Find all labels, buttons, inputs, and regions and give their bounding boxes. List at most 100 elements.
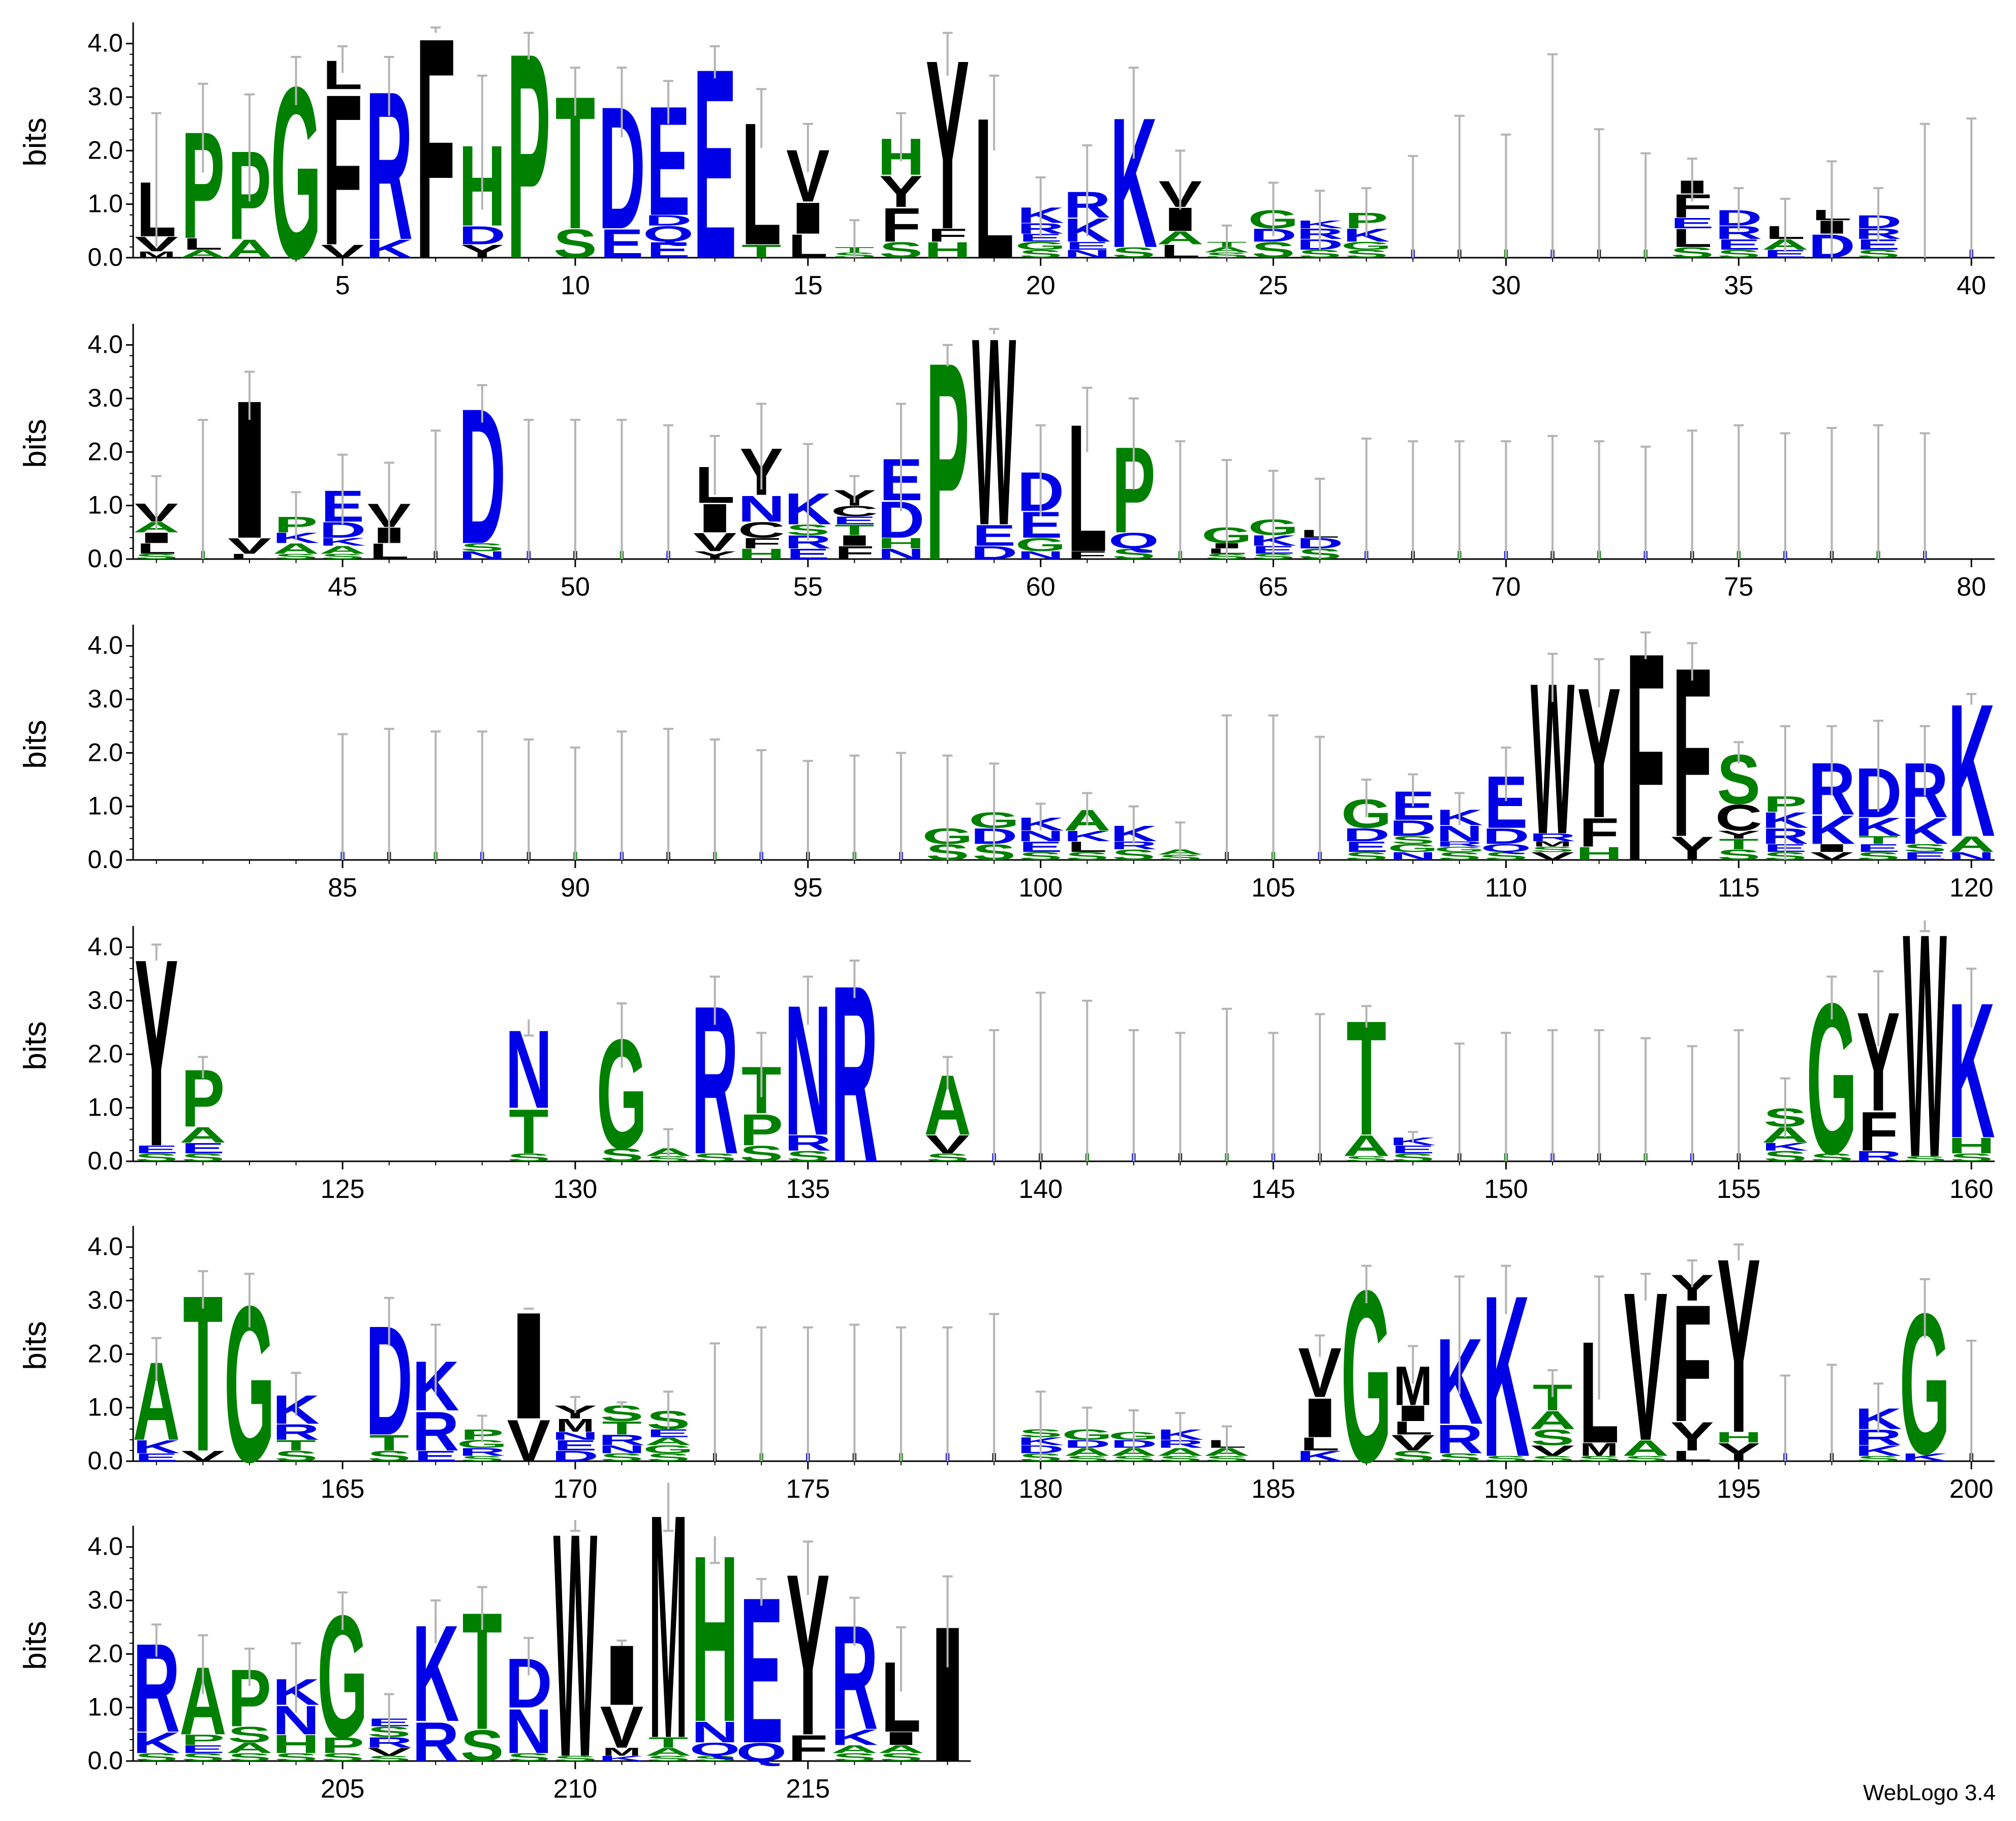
logo-letter-E: E (1065, 239, 1109, 252)
logo-letter-S: S (1065, 1455, 1109, 1463)
logo-column-139 (989, 1029, 1000, 1161)
logo-letter-N: N (738, 488, 785, 530)
y-tick-label: 0.0 (87, 845, 123, 874)
logo-letter-S: S (1391, 834, 1435, 847)
y-tick-label: 4.0 (87, 933, 123, 961)
logo-column-7: F (416, 0, 455, 325)
logo-column-96 (849, 754, 860, 860)
x-tick-label: 130 (553, 1175, 598, 1204)
logo-letter-N: N (1389, 850, 1437, 862)
logo-column-129: STN (505, 1007, 552, 1167)
logo-letter-S: S (646, 1754, 690, 1763)
logo-letter-S: S (1717, 847, 1760, 863)
logo-letter-I: I (786, 193, 829, 243)
logo-column-142 (1128, 1029, 1139, 1161)
y-tick-label: 4.0 (87, 330, 123, 359)
logo-letter-S: S (1949, 1151, 1993, 1164)
logo-column-69 (1454, 440, 1465, 559)
logo-column-200 (1966, 1340, 1977, 1461)
logo-column-95 (802, 760, 813, 860)
logo-column-195: YHY (1715, 1207, 1762, 1485)
y-tick-label: 3.0 (87, 685, 123, 713)
logo-column-214: QE (736, 1554, 787, 1786)
y-tick-label: 3.0 (87, 1586, 123, 1614)
logo-letter-Q: Q (1480, 842, 1531, 854)
logo-letter-A: A (878, 1743, 925, 1755)
logo-column-162: VT (181, 1248, 225, 1498)
x-tick-label: 50 (561, 572, 590, 602)
logo-letter-Q: Q (690, 1739, 740, 1760)
x-tick-label: 140 (1018, 1175, 1063, 1204)
logo-column-196 (1780, 1374, 1790, 1461)
logo-letter-D: D (971, 542, 1018, 563)
x-tick-label: 100 (1018, 873, 1063, 903)
logo-letter-V: V (507, 1408, 551, 1474)
logo-column-136: R (831, 933, 878, 1215)
x-tick-label: 75 (1724, 572, 1753, 602)
logo-letter-S: S (1345, 850, 1388, 862)
logo-letter-I: I (1391, 1401, 1435, 1426)
logo-column-132: SA (645, 1128, 692, 1163)
logo-column-73 (1640, 445, 1651, 559)
logo-letter-V: V (926, 1130, 970, 1159)
logo-letter-I: I (833, 532, 876, 549)
weblogo-version-label: WebLogo 3.4 (1863, 1780, 1996, 1805)
logo-letter-Q: Q (1108, 529, 1159, 553)
logo-column-90 (570, 746, 580, 860)
x-tick-label: 90 (561, 873, 590, 903)
logo-column-207: RK (412, 1596, 459, 1773)
logo-column-19: L (974, 74, 1014, 301)
logo-letter-H: H (1715, 1429, 1762, 1446)
logo-column-47 (430, 429, 441, 559)
logo-column-205: SPG (317, 1579, 368, 1774)
x-tick-label: 115 (1718, 873, 1760, 903)
logo-letter-V: V (600, 1694, 644, 1761)
logo-column-70 (1501, 440, 1511, 559)
logo-letter-E: E (646, 238, 690, 263)
logo-column-116: SERKP (1762, 725, 1809, 862)
logo-column-159: SW (1903, 867, 1947, 1224)
logo-letter-G: G (1015, 534, 1066, 555)
logo-letter-K: K (598, 1754, 645, 1763)
x-tick-label: 65 (1259, 572, 1288, 602)
y-tick-label: 2.0 (87, 1039, 123, 1068)
x-tick-label: 20 (1026, 271, 1056, 300)
logo-letter-A: A (319, 544, 366, 557)
logo-column-199: KG (1900, 1272, 1950, 1496)
y-tick-label: 0.0 (87, 1746, 123, 1775)
logo-letter-N: N (552, 1430, 599, 1442)
logo-letter-T: T (602, 1417, 641, 1438)
logo-letter-P: P (739, 1105, 783, 1155)
logo-letter-S: S (181, 1151, 225, 1164)
logo-column-71 (1547, 435, 1558, 559)
logo-letter-S: S (1345, 1155, 1388, 1163)
logo-letter-M: M (602, 1746, 641, 1758)
logo-letter-L: L (1393, 1417, 1433, 1438)
logo-letter-S: S (879, 238, 923, 263)
logo-letter-S: S (553, 221, 597, 266)
logo-column-79 (1919, 432, 1930, 559)
logo-column-50 (570, 419, 580, 559)
logo-letter-S: S (321, 1751, 364, 1764)
logo-letter-S: S (274, 552, 318, 561)
logo-letter-F: F (416, 0, 455, 325)
logo-letter-I: I (879, 1728, 922, 1749)
logo-letter-S: S (228, 1751, 271, 1764)
logo-letter-S: S (1624, 1455, 1667, 1463)
y-tick-label: 0.0 (87, 1147, 123, 1175)
logo-column-46: LIV (367, 461, 411, 564)
logo-column-135: SRN (784, 967, 831, 1175)
